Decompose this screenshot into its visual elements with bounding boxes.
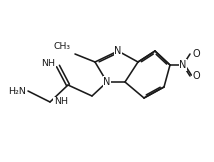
Text: NH: NH [54,98,68,106]
Text: N: N [103,77,111,87]
Text: CH₃: CH₃ [54,42,71,51]
Text: N: N [114,46,122,56]
Text: O: O [193,49,201,59]
Text: N: N [179,60,187,70]
Text: H₂N: H₂N [8,87,26,96]
Text: O: O [193,71,201,81]
Text: NH: NH [41,59,55,69]
